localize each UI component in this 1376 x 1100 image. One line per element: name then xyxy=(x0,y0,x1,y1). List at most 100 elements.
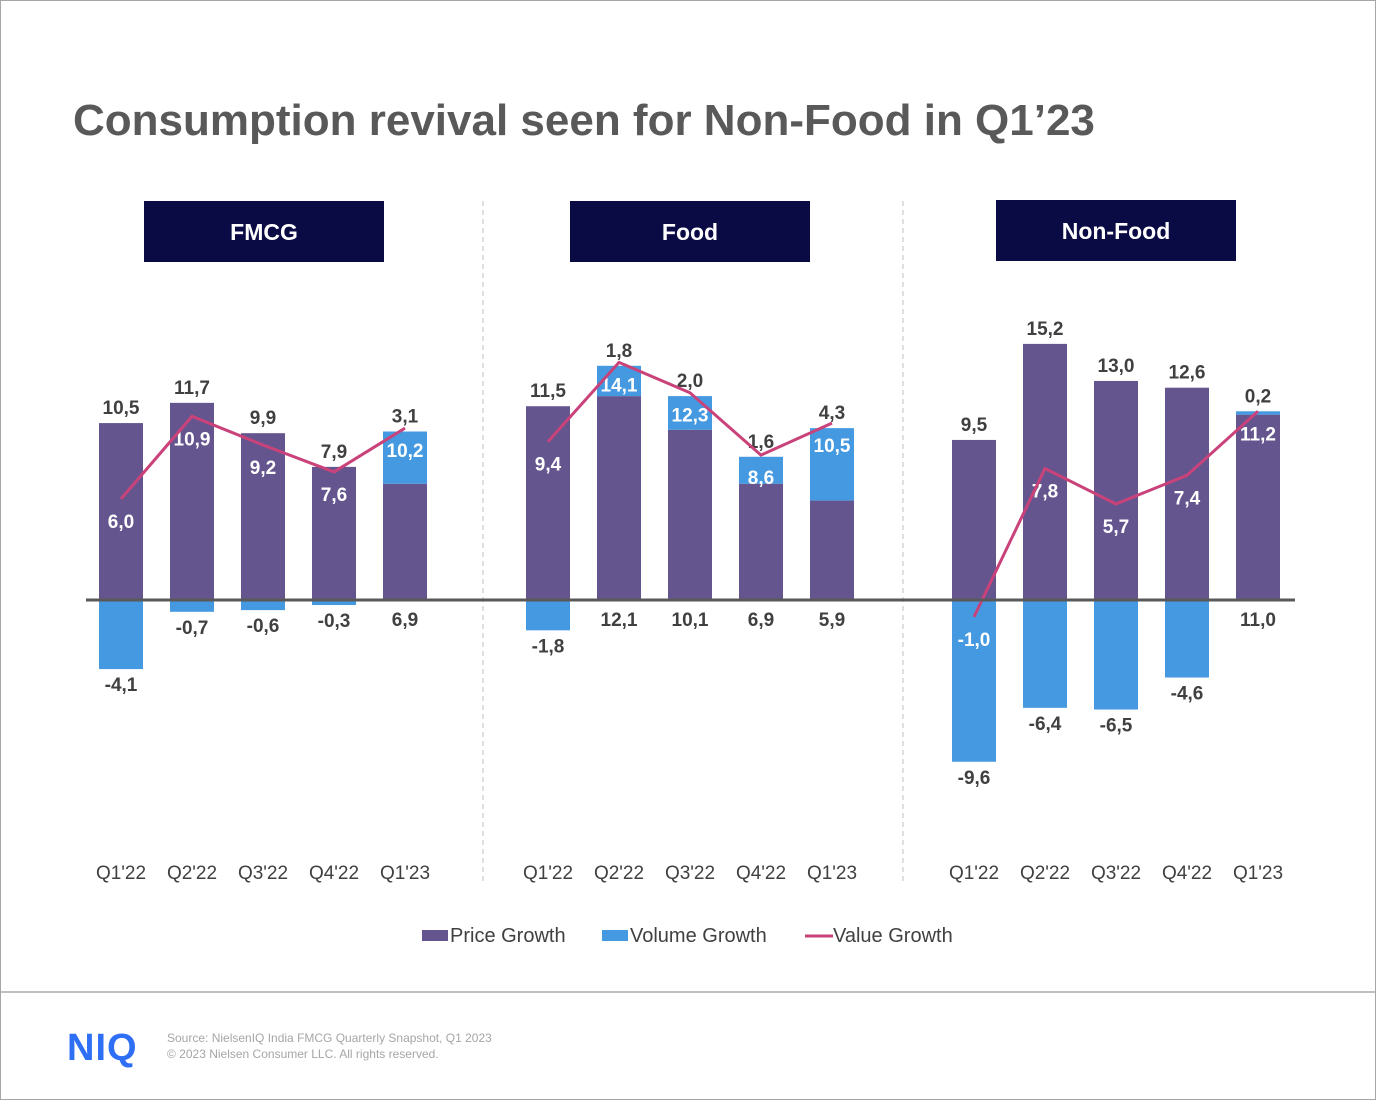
bar-volume xyxy=(526,600,570,631)
label-value: 7,4 xyxy=(1174,488,1201,509)
label-price: 13,0 xyxy=(1098,356,1135,377)
category-label: Q1'23 xyxy=(1233,863,1283,884)
category-label: Q1'22 xyxy=(523,863,573,884)
bar-price xyxy=(1236,414,1280,600)
bar-volume xyxy=(952,600,996,762)
line-value-food xyxy=(546,360,833,457)
category-label: Q2'22 xyxy=(1020,863,1070,884)
label-value: 10,2 xyxy=(387,441,424,462)
bar-volume xyxy=(312,600,356,606)
label-value: 12,3 xyxy=(672,406,709,427)
label-price: 12,6 xyxy=(1169,363,1206,384)
bar-price xyxy=(312,466,356,600)
bar-volume xyxy=(1165,600,1209,678)
label-value: 10,9 xyxy=(174,429,211,450)
label-value: 14,1 xyxy=(601,375,638,396)
panel-header-non-food xyxy=(996,200,1236,261)
bar-price xyxy=(739,483,783,600)
legend-swatch-volume xyxy=(602,930,628,941)
bar-volume xyxy=(739,456,783,484)
bar-volume xyxy=(1023,600,1067,708)
label-volume: -1,8 xyxy=(532,636,565,657)
category-label: Q1'22 xyxy=(949,863,999,884)
label-volume: -0,7 xyxy=(176,618,209,639)
bar-price xyxy=(383,483,427,600)
label-value: 5,7 xyxy=(1103,517,1129,538)
bar-price xyxy=(597,396,641,600)
label-value: 8,6 xyxy=(748,468,774,489)
category-label: Q3'22 xyxy=(665,863,715,884)
label-price: 10,1 xyxy=(672,610,709,631)
bar-price xyxy=(668,429,712,600)
category-label: Q1'23 xyxy=(807,863,857,884)
panel-header-label: FMCG xyxy=(230,219,298,245)
label-value: 9,2 xyxy=(250,458,276,479)
bar-volume xyxy=(1094,600,1138,710)
bar-price xyxy=(1094,380,1138,600)
category-label: Q4'22 xyxy=(736,863,786,884)
bar-price xyxy=(241,433,285,600)
label-volume: -6,5 xyxy=(1100,716,1133,737)
chart: Consumption revival seen for Non-Food in… xyxy=(73,96,1295,947)
label-price: 11,7 xyxy=(174,378,210,399)
label-value: -1,0 xyxy=(958,630,991,651)
panel-header-fmcg xyxy=(144,201,384,262)
bar-volume xyxy=(99,600,143,670)
label-price: 10,5 xyxy=(103,398,140,419)
source-note: Source: NielsenIQ India FMCG Quarterly S… xyxy=(167,1031,492,1045)
legend-label-value: Value Growth xyxy=(833,925,953,947)
label-volume: -4,6 xyxy=(1171,684,1204,705)
footer-text: Source: NielsenIQ India FMCG Quarterly S… xyxy=(167,1030,492,1062)
line-value-non-food xyxy=(972,410,1260,618)
panel-header-label: Food xyxy=(662,219,718,245)
label-value: 9,4 xyxy=(535,455,562,476)
label-price: 7,9 xyxy=(321,442,347,463)
label-volume: 2,0 xyxy=(677,371,703,392)
category-label: Q4'22 xyxy=(309,863,359,884)
label-volume: 0,2 xyxy=(1245,386,1271,407)
bar-volume xyxy=(810,428,854,501)
legend-label-price: Price Growth xyxy=(450,925,566,947)
category-label: Q3'22 xyxy=(238,863,288,884)
category-label: Q4'22 xyxy=(1162,863,1212,884)
label-price: 5,9 xyxy=(819,610,845,631)
bar-price xyxy=(810,500,854,600)
label-volume: -6,4 xyxy=(1029,714,1062,735)
label-volume: -0,6 xyxy=(247,616,280,637)
category-label: Q2'22 xyxy=(167,863,217,884)
bar-volume xyxy=(383,431,427,484)
copyright-note: © 2023 Nielsen Consumer LLC. All rights … xyxy=(167,1047,439,1061)
panel-header-label: Non-Food xyxy=(1062,218,1171,244)
label-price: 6,9 xyxy=(392,610,418,631)
bar-volume xyxy=(668,396,712,430)
label-price: 9,5 xyxy=(961,415,988,436)
category-label: Q3'22 xyxy=(1091,863,1141,884)
label-price: 6,9 xyxy=(748,610,774,631)
bar-volume xyxy=(170,600,214,612)
bar-price xyxy=(99,423,143,600)
label-volume: -4,1 xyxy=(105,675,138,696)
category-label: Q1'23 xyxy=(380,863,430,884)
bar-price xyxy=(952,439,996,600)
label-volume: -0,3 xyxy=(318,611,351,632)
label-value: 6,0 xyxy=(108,512,134,533)
legend-swatch-price xyxy=(422,930,448,941)
line-value-fmcg xyxy=(119,414,406,500)
label-value: 10,5 xyxy=(814,436,851,457)
niq-logo: NIQ xyxy=(67,1027,138,1069)
chart-title: Consumption revival seen for Non-Food in… xyxy=(73,96,1095,145)
label-price: 11,5 xyxy=(530,381,566,402)
label-volume: 3,1 xyxy=(392,407,419,428)
category-label: Q1'22 xyxy=(96,863,146,884)
legend-label-volume: Volume Growth xyxy=(630,925,767,947)
label-price: 11,0 xyxy=(1240,610,1276,631)
label-price: 15,2 xyxy=(1027,319,1064,340)
bar-volume xyxy=(241,600,285,611)
bar-price xyxy=(170,402,214,600)
bar-price xyxy=(1165,387,1209,600)
label-value: 11,2 xyxy=(1240,424,1276,445)
label-price: 9,9 xyxy=(250,408,276,429)
label-volume: 4,3 xyxy=(819,403,845,424)
label-volume: 1,8 xyxy=(606,341,632,362)
